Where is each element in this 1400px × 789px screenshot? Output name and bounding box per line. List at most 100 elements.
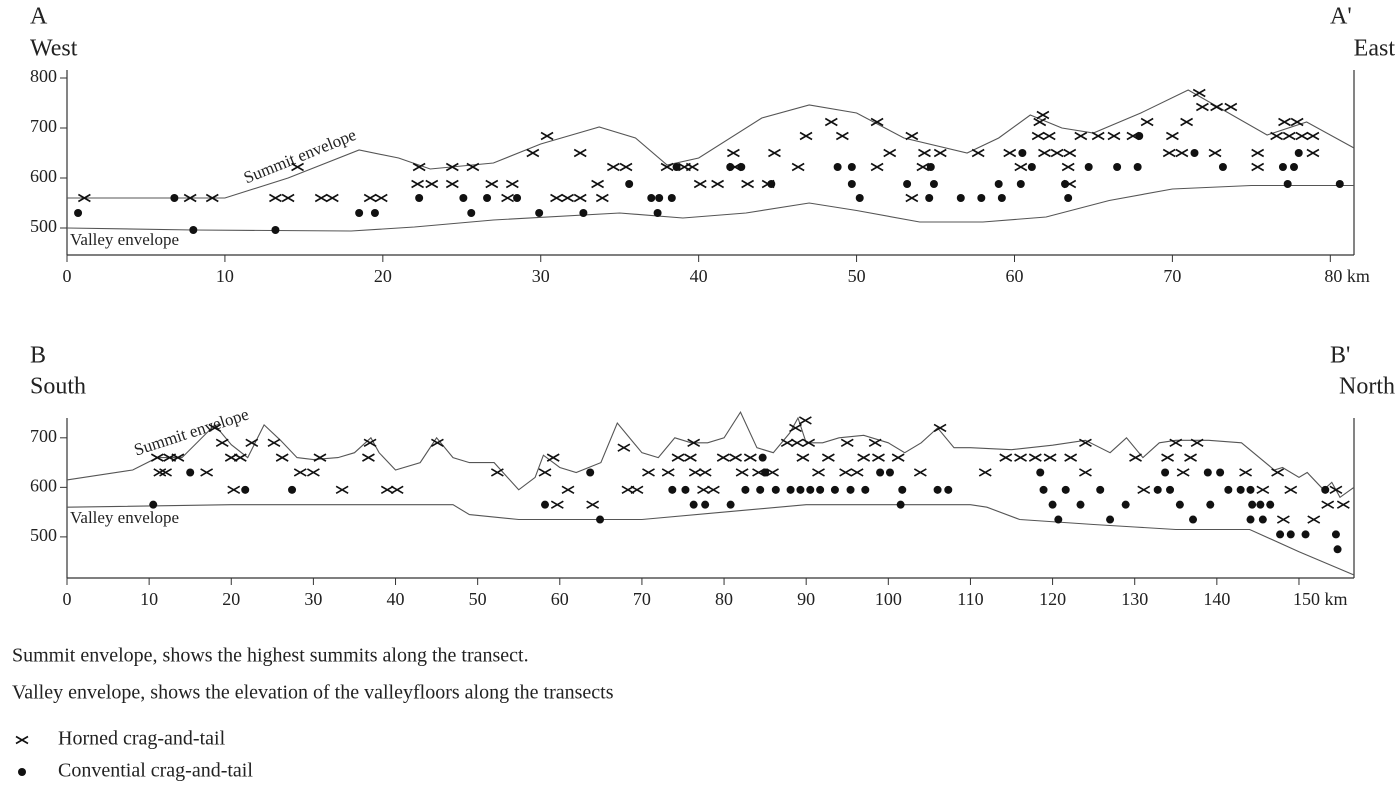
- x-tick-label: 140: [1203, 589, 1230, 609]
- cross-marker: [546, 453, 560, 462]
- cross-marker: [743, 453, 757, 462]
- x-tick-label: 10: [216, 266, 234, 286]
- cross-marker: [150, 453, 164, 462]
- y-tick-label: 600: [30, 166, 57, 186]
- dot-marker: [672, 163, 681, 171]
- cross-marker: [891, 453, 905, 462]
- cross-marker: [1140, 117, 1154, 127]
- cross-marker: [933, 423, 947, 433]
- dot-marker: [170, 194, 179, 202]
- dot-marker: [830, 485, 839, 494]
- dot-marker: [726, 500, 735, 509]
- envelope-line: [66, 504, 1355, 576]
- x-tick-label: 80: [715, 589, 733, 609]
- cross-marker: [798, 416, 812, 425]
- cross-marker: [281, 193, 295, 203]
- dot-marker: [1106, 515, 1115, 524]
- dot-marker: [1218, 163, 1227, 171]
- dot-marker: [855, 194, 864, 202]
- dot-marker: [933, 485, 942, 494]
- cross-marker: [971, 148, 985, 158]
- dot-marker: [885, 468, 894, 477]
- cross-marker: [1239, 468, 1252, 477]
- dot-marker: [1054, 515, 1063, 524]
- cross-marker: [1061, 162, 1075, 172]
- dot-marker: [149, 500, 158, 509]
- x-tick-label: 0: [63, 589, 72, 609]
- dot-marker: [596, 515, 605, 524]
- cross-marker: [1306, 131, 1320, 141]
- dot-marker: [1224, 485, 1233, 494]
- dot-marker: [929, 180, 938, 188]
- cross-marker: [1256, 485, 1270, 495]
- cross-marker: [768, 148, 781, 158]
- cross-marker: [868, 438, 882, 447]
- dot-marker: [758, 453, 767, 462]
- cross-marker: [153, 468, 167, 477]
- x-tick-label: 50: [848, 266, 866, 286]
- legend-label: Horned crag-and-tail: [58, 728, 226, 750]
- cross-marker: [698, 468, 712, 477]
- cross-marker: [591, 179, 604, 189]
- cross-marker: [790, 438, 804, 447]
- cross-marker: [538, 468, 552, 477]
- dot-marker: [483, 194, 492, 202]
- x-tick-label: 110: [957, 589, 983, 609]
- dot-marker: [1248, 500, 1257, 509]
- dot-marker: [816, 485, 825, 494]
- dot-marker: [1203, 468, 1212, 477]
- dot-marker: [701, 500, 710, 509]
- dot-marker: [415, 194, 424, 202]
- cross-marker: [245, 438, 259, 447]
- dot-marker: [681, 485, 690, 494]
- dot-marker: [944, 485, 953, 494]
- legend-label: Convential crag-and-tail: [58, 760, 253, 782]
- cross-marker: [726, 148, 740, 158]
- cross-marker: [1284, 485, 1298, 495]
- cross-marker: [526, 148, 540, 158]
- dot-marker: [1331, 530, 1340, 539]
- dot-marker: [1153, 485, 1162, 494]
- cross-marker: [550, 500, 564, 509]
- dot-marker: [1294, 149, 1303, 157]
- dot-marker: [459, 194, 468, 202]
- cross-marker: [661, 468, 675, 477]
- dot-marker: [847, 180, 856, 188]
- dot-marker: [903, 180, 912, 188]
- y-tick-label: 500: [30, 216, 57, 236]
- x-tick-label: 70: [1163, 266, 1181, 286]
- x-tick-label: 20: [374, 266, 392, 286]
- cross-marker: [501, 193, 514, 203]
- cross-marker: [1224, 102, 1238, 112]
- dot-marker: [977, 194, 986, 202]
- cross-marker: [735, 468, 749, 477]
- envelope-line: [66, 410, 1355, 499]
- dot-marker: [806, 485, 815, 494]
- y-tick-label: 600: [30, 475, 57, 495]
- cross-marker: [716, 453, 730, 462]
- cross-marker: [314, 193, 328, 203]
- note: Summit envelope, shows the highest summi…: [12, 645, 529, 667]
- cross-marker: [791, 162, 805, 172]
- dot-marker: [771, 485, 780, 494]
- cross-marker: [1129, 453, 1142, 462]
- cross-marker: [275, 453, 289, 462]
- cross-marker: [363, 438, 377, 447]
- cross-marker: [374, 193, 388, 203]
- y-tick-label: 500: [30, 525, 57, 545]
- cross-marker: [171, 453, 185, 462]
- dot-marker: [668, 485, 677, 494]
- x-tick-label: 60: [551, 589, 569, 609]
- dot-marker: [1018, 149, 1027, 157]
- dot-marker: [1283, 180, 1292, 188]
- cross-marker: [1175, 148, 1189, 158]
- cross-marker: [1014, 162, 1028, 172]
- dot-marker: [1084, 163, 1093, 171]
- cross-marker: [766, 468, 779, 477]
- corner-letter: A: [30, 4, 48, 30]
- corner-letter: B: [30, 343, 46, 369]
- dot-marker: [1061, 180, 1070, 188]
- cross-marker: [796, 453, 810, 462]
- cross-marker: [561, 485, 575, 495]
- envelope-line: [66, 184, 1354, 232]
